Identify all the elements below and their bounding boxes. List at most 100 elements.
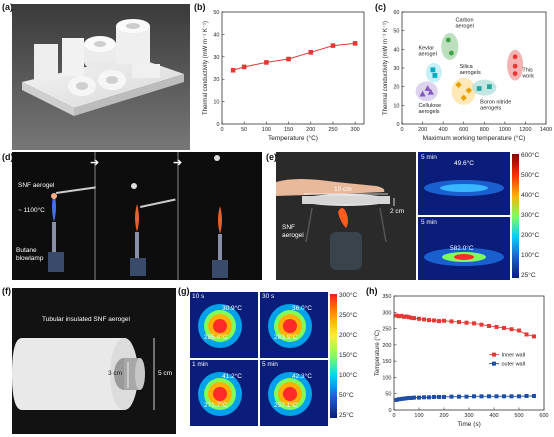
legend-label: Inner wall bbox=[502, 353, 526, 359]
x-tick-label: 500 bbox=[514, 413, 523, 419]
arrow-icon: ➔ bbox=[90, 157, 100, 169]
annotation-flame-temperature: ~ 1100°C bbox=[18, 207, 45, 214]
x-tick-label: 150 bbox=[284, 127, 293, 133]
x-tick-label: 200 bbox=[418, 127, 427, 133]
y-tick-label: 50 bbox=[213, 10, 219, 16]
group-region bbox=[415, 81, 438, 102]
x-tick-label: 1000 bbox=[499, 127, 511, 133]
panel-label-g: (g) bbox=[178, 286, 190, 296]
x-tick-label: 400 bbox=[489, 413, 498, 419]
colorbar-label: 200°C bbox=[521, 232, 540, 239]
x-tick-label: 400 bbox=[439, 127, 448, 133]
annotation-aerogel: SNF aerogel bbox=[18, 182, 55, 189]
ir-outer-temperature: 30.9°C bbox=[222, 305, 242, 312]
data-point bbox=[430, 67, 436, 73]
ir-frame: 10 s 30.9°C 285.4°C bbox=[190, 292, 258, 358]
y-tick-label: 150 bbox=[382, 359, 391, 365]
data-point bbox=[487, 323, 492, 328]
y-tick-label: 40 bbox=[213, 32, 219, 38]
data-point bbox=[516, 394, 521, 399]
data-point bbox=[432, 318, 437, 323]
y-tick-label: 300 bbox=[382, 310, 391, 316]
annotation-aerogel: SNF aerogel bbox=[282, 224, 304, 239]
data-point bbox=[442, 318, 447, 323]
ir-time: 10 s bbox=[192, 293, 205, 300]
data-point bbox=[424, 85, 431, 91]
x-tick-label: 0 bbox=[220, 127, 223, 133]
data-point bbox=[352, 41, 358, 46]
y-tick-label: 20 bbox=[213, 77, 219, 83]
data-point bbox=[531, 393, 536, 398]
x-axis-label: Temperature (°C) bbox=[268, 134, 318, 142]
colorbar-label: 250°C bbox=[339, 312, 358, 319]
colorbar-label: 300°C bbox=[521, 212, 540, 219]
data-point bbox=[509, 327, 514, 332]
ir-time: 1 min bbox=[192, 361, 208, 368]
data-point bbox=[442, 394, 447, 399]
x-tick-label: 600 bbox=[539, 413, 548, 419]
plot-frame bbox=[221, 11, 365, 125]
panel-label-e: (e) bbox=[266, 152, 277, 162]
y-tick-label: 100 bbox=[382, 375, 391, 381]
legend-marker bbox=[491, 361, 496, 366]
x-tick-label: 1200 bbox=[519, 127, 531, 133]
data-point bbox=[464, 394, 469, 399]
ir-inner-temperature: 257.1°C bbox=[274, 402, 298, 409]
x-tick-label: 300 bbox=[464, 413, 473, 419]
ir-image-bottom: 5 min 582.0°C bbox=[418, 217, 510, 280]
y-tick-label: 20 bbox=[393, 85, 399, 91]
panel-label-c: (c) bbox=[375, 2, 386, 12]
x-tick-label: 0 bbox=[400, 127, 403, 133]
colorbar-label: 200°C bbox=[339, 332, 358, 339]
ir-inner-temperature: 271.7°C bbox=[204, 402, 228, 409]
data-point bbox=[512, 54, 518, 60]
data-point bbox=[476, 86, 482, 91]
data-point bbox=[437, 394, 442, 399]
y-axis-label: Thermal conductivity (mW m⁻¹ K⁻¹) bbox=[203, 21, 209, 115]
ir-time: 30 s bbox=[262, 293, 275, 300]
colorbar-label: 500°C bbox=[521, 172, 540, 179]
data-point bbox=[524, 332, 529, 337]
x-tick-label: 100 bbox=[262, 127, 271, 133]
data-point bbox=[412, 316, 417, 321]
group-region bbox=[441, 33, 459, 61]
data-point bbox=[417, 316, 422, 321]
ir-image-top: 5 min 49.6°C bbox=[418, 152, 510, 215]
data-point bbox=[448, 50, 454, 56]
data-point bbox=[445, 37, 451, 43]
colorbar-label: 25°C bbox=[339, 412, 354, 419]
data-point bbox=[427, 318, 432, 323]
colorbar-label: 150°C bbox=[339, 352, 358, 359]
y-tick-label: 350 bbox=[382, 294, 391, 300]
x-tick-label: 800 bbox=[480, 127, 489, 133]
colorbar-label: 100°C bbox=[339, 372, 358, 379]
ir-grid: 10 s 30.9°C 285.4°C 30 s 36.0°C 283.9°C 1 min 4… bbox=[190, 292, 328, 426]
data-point bbox=[487, 394, 492, 399]
photo-blowlamp-test: SNF aerogel ~ 1100°C Butane blowlamp ➔ ➔ bbox=[12, 152, 262, 280]
data-point bbox=[230, 67, 236, 73]
data-point bbox=[449, 319, 454, 324]
ir-outer-temperature: 36.0°C bbox=[292, 305, 312, 312]
data-point bbox=[419, 90, 426, 97]
legend-label: outer wall bbox=[502, 362, 526, 368]
data-point bbox=[417, 395, 422, 400]
data-point bbox=[464, 320, 469, 325]
y-tick-label: 30 bbox=[393, 66, 399, 72]
x-tick-label: 600 bbox=[459, 127, 468, 133]
panel-label-h: (h) bbox=[366, 286, 378, 296]
series-label: This work bbox=[521, 68, 534, 80]
data-point bbox=[457, 394, 462, 399]
ir-outer-temperature: 42.3°C bbox=[292, 373, 312, 380]
chart-thermal-conductivity-vs-temperature: 0 50 100 150 200 250 300 0 10 20 30 40 50 Temperature… bbox=[203, 10, 365, 142]
y-tick-label: 10 bbox=[393, 103, 399, 109]
y-axis-label: Temperature (°C) bbox=[375, 330, 381, 376]
y-tick-label: 60 bbox=[393, 10, 399, 16]
x-tick-label: 1400 bbox=[540, 127, 552, 133]
ir-temperature: 582.0°C bbox=[450, 245, 474, 252]
colorbar-label: 300°C bbox=[339, 292, 358, 299]
ir-frame: 1 min 41.2°C 271.7°C bbox=[190, 360, 258, 426]
data-point bbox=[241, 64, 247, 70]
colorbar-label: 400°C bbox=[521, 192, 540, 199]
data-point bbox=[412, 395, 417, 400]
data-point bbox=[330, 43, 336, 48]
